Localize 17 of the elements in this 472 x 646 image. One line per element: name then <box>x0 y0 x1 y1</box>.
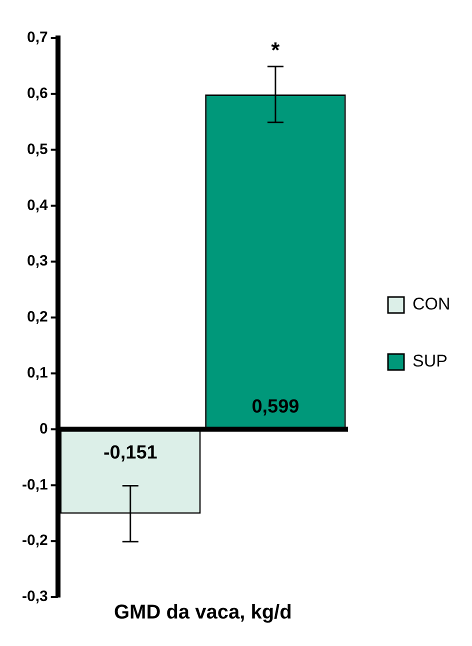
y-tick-label: 0,6 <box>26 85 48 102</box>
data-label: 0,599 <box>252 396 300 418</box>
y-tick-label: -0,3 <box>22 588 48 606</box>
y-tick-label: 0,7 <box>26 29 48 46</box>
y-tick-label: 0,4 <box>26 196 48 214</box>
y-tick-label: 0,1 <box>26 364 48 382</box>
data-label: -0,151 <box>103 442 158 464</box>
y-tick-label: 0,2 <box>26 308 48 326</box>
y-tick-label: 0,3 <box>26 252 48 270</box>
y-tick-label: 0 <box>40 420 48 438</box>
legend-label: SUP <box>412 352 448 371</box>
y-tick-label: 0,5 <box>26 140 48 158</box>
legend-label: CON <box>412 294 450 314</box>
y-tick-label: -0,1 <box>22 476 48 494</box>
x-axis-title: GMD da vaca, kg/d <box>114 602 292 624</box>
y-tick-label: -0,2 <box>22 532 48 550</box>
annotation: * <box>271 38 280 63</box>
